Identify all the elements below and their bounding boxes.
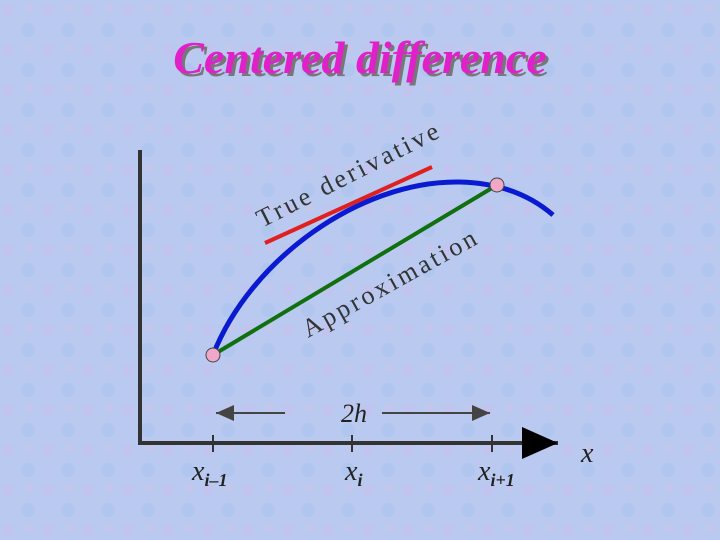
tick-sub: i+1: [490, 470, 514, 490]
title: Centered difference: [173, 32, 546, 83]
tick-sub: i: [357, 470, 362, 490]
axis-label: x: [580, 438, 594, 469]
true-derivative-line: [264, 165, 433, 245]
step-label: 2h: [341, 399, 367, 428]
tick-label: xi+1: [477, 456, 515, 490]
tick-label: xi–1: [191, 456, 227, 490]
tick-base: x: [344, 456, 358, 487]
function-curve: [210, 179, 555, 356]
title-shadow: Centered difference: [176, 35, 549, 86]
tick-base: x: [477, 456, 491, 487]
point: [489, 177, 505, 193]
approximation-line: [211, 183, 499, 357]
tick-sub: i–1: [204, 470, 227, 490]
point: [205, 347, 221, 363]
tick-base: x: [191, 456, 205, 487]
tick-label: xi: [344, 456, 362, 490]
